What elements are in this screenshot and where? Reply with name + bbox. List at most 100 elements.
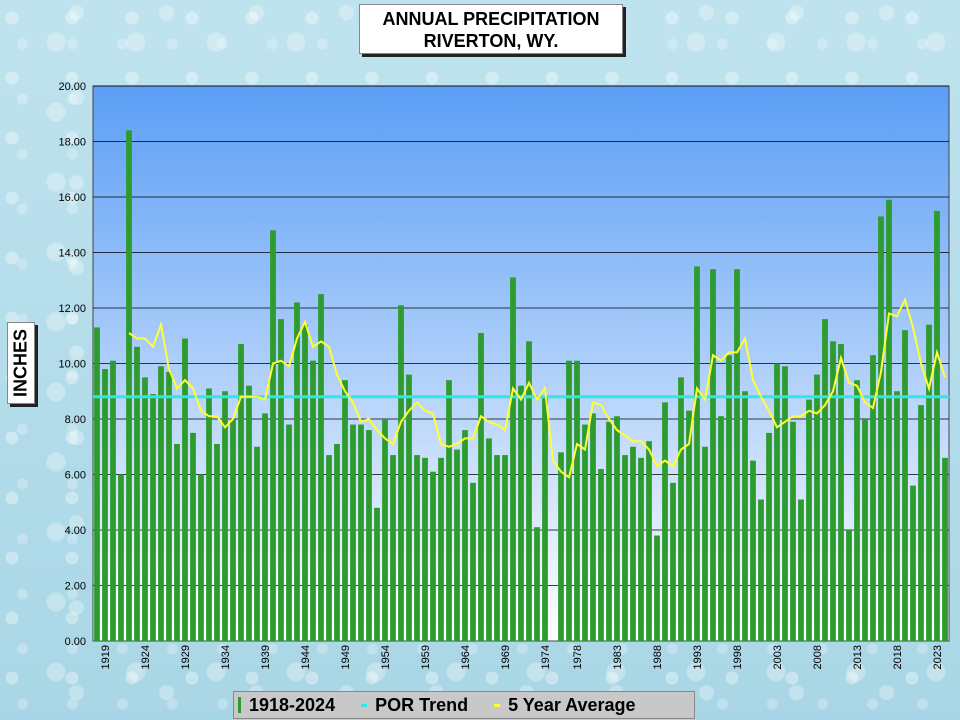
bar xyxy=(566,360,572,641)
bar xyxy=(294,302,300,641)
bar xyxy=(222,391,228,641)
bar xyxy=(686,410,692,641)
bar xyxy=(326,455,332,641)
x-tick-label: 1919 xyxy=(100,645,112,669)
x-tick-label: 1998 xyxy=(732,645,744,669)
bar xyxy=(358,424,364,641)
bar xyxy=(678,377,684,641)
chart-title-line2: RIVERTON, WY. xyxy=(423,31,559,51)
bar xyxy=(910,485,916,641)
x-tick-label: 1969 xyxy=(500,645,512,669)
bar xyxy=(494,455,500,641)
bar xyxy=(190,432,196,641)
bar xyxy=(598,468,604,641)
bar xyxy=(870,355,876,641)
bar xyxy=(446,380,452,641)
bar xyxy=(742,391,748,641)
bar xyxy=(582,424,588,641)
bar xyxy=(590,413,596,641)
bar xyxy=(470,482,476,641)
bar xyxy=(918,405,924,641)
bar xyxy=(798,499,804,641)
bar xyxy=(246,385,252,641)
bar xyxy=(478,332,484,641)
chart-title-line1: ANNUAL PRECIPITATION xyxy=(382,9,600,29)
bar xyxy=(486,438,492,641)
average-series xyxy=(128,296,946,479)
bar xyxy=(774,363,780,641)
bar xyxy=(142,377,148,641)
bar xyxy=(158,366,164,641)
bar xyxy=(942,457,948,641)
bar xyxy=(182,338,188,641)
bar xyxy=(342,380,348,641)
bar xyxy=(902,330,908,641)
bar xyxy=(462,430,468,641)
bar xyxy=(830,341,836,641)
x-tick-label: 1988 xyxy=(652,645,664,669)
x-tick-label: 1934 xyxy=(220,645,232,669)
legend-label-average: 5 Year Average xyxy=(508,694,636,715)
bar xyxy=(350,424,356,641)
bar xyxy=(934,210,940,641)
bar xyxy=(646,441,652,641)
legend-swatch-bars xyxy=(238,697,241,713)
y-tick-label: 18.00 xyxy=(58,137,86,149)
bar xyxy=(662,402,668,641)
x-tick-label: 1978 xyxy=(572,645,584,669)
y-tick-label: 20.00 xyxy=(58,81,86,93)
bar xyxy=(630,446,636,641)
bar xyxy=(726,355,732,641)
y-tick-label: 4.00 xyxy=(65,525,86,537)
y-tick-label: 12.00 xyxy=(58,303,86,315)
average-line xyxy=(128,296,946,479)
x-tick-label: 1924 xyxy=(140,645,152,669)
bar xyxy=(230,419,236,641)
bar xyxy=(398,305,404,641)
x-tick-label: 1944 xyxy=(300,645,312,669)
bar xyxy=(310,360,316,641)
bar xyxy=(510,277,516,641)
y-axis-label-box: INCHES xyxy=(7,322,35,404)
x-tick-label: 2018 xyxy=(892,645,904,669)
bar xyxy=(606,421,612,641)
bar xyxy=(718,416,724,641)
bar xyxy=(366,430,372,641)
bar xyxy=(134,346,140,641)
x-tick-label: 1964 xyxy=(460,645,472,669)
legend-item-average: 5 Year Average xyxy=(494,694,636,716)
legend-label-trend: POR Trend xyxy=(375,694,469,715)
bar xyxy=(406,374,412,641)
bar xyxy=(886,199,892,641)
x-tick-label: 2008 xyxy=(812,645,824,669)
bar xyxy=(414,455,420,641)
legend-label-bars: 1918-2024 xyxy=(249,694,336,715)
x-tick-label: 1993 xyxy=(692,645,704,669)
bar xyxy=(278,319,284,641)
bar xyxy=(430,471,436,641)
bar xyxy=(926,324,932,641)
bar xyxy=(638,457,644,641)
bar xyxy=(422,457,428,641)
bar xyxy=(822,319,828,641)
precipitation-chart: 0.00 2.00 4.00 6.00 8.00 10.00 12.00 14.00 16.00… xyxy=(58,81,950,669)
bar xyxy=(334,443,340,641)
bar xyxy=(814,374,820,641)
x-tick-label: 1954 xyxy=(380,645,392,669)
bar-series xyxy=(94,130,948,642)
bar xyxy=(574,360,580,641)
legend: 1918-2024 POR Trend 5 Year Average xyxy=(233,691,695,719)
x-tick-label: 2003 xyxy=(772,645,784,669)
bar xyxy=(694,266,700,641)
bar xyxy=(758,499,764,641)
bar xyxy=(206,388,212,641)
y-tick-label: 10.00 xyxy=(58,359,86,371)
bar xyxy=(110,360,116,641)
chart-title: ANNUAL PRECIPITATION RIVERTON, WY. xyxy=(359,4,623,54)
bar xyxy=(838,344,844,641)
legend-item-bars: 1918-2024 xyxy=(238,695,335,716)
x-tick-labels: 1919 1924 1929 1934 1939 1944 1949 1954 1959 1964… xyxy=(100,645,944,669)
legend-swatch-trend xyxy=(361,703,368,707)
x-tick-label: 1939 xyxy=(260,645,272,669)
bar xyxy=(262,413,268,641)
